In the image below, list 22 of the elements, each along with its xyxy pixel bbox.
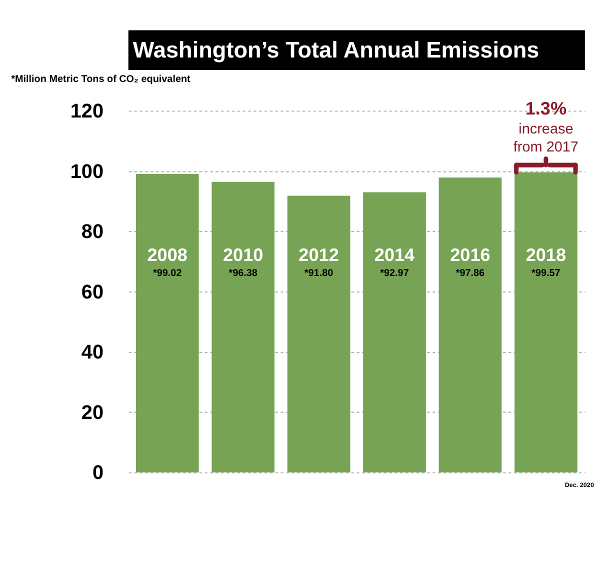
x-tick-label: 2014 bbox=[374, 244, 415, 265]
y-tick-label: 60 bbox=[81, 281, 104, 304]
data-label: *99.02 bbox=[152, 268, 182, 280]
x-tick-label: 2010 bbox=[222, 244, 264, 265]
data-label: *91.80 bbox=[304, 268, 334, 280]
data-label: *96.38 bbox=[228, 268, 258, 280]
y-tick-label: 0 bbox=[92, 462, 104, 484]
y-tick-label: 20 bbox=[81, 402, 104, 424]
chart-title: Washington’s Total Annual Emissions bbox=[132, 37, 540, 62]
data-label: *92.97 bbox=[380, 268, 410, 280]
x-tick-label: 2012 bbox=[298, 244, 339, 265]
x-tick-label: 2008 bbox=[147, 244, 188, 265]
x-tick-label: 2016 bbox=[450, 244, 490, 265]
data-label: *97.86 bbox=[456, 268, 486, 280]
y-tick-label: 120 bbox=[70, 100, 104, 123]
y-tick-label: 100 bbox=[70, 160, 104, 183]
x-tick-label: 2018 bbox=[526, 244, 566, 265]
y-tick-label: 40 bbox=[81, 342, 104, 364]
annotation: 1.3% increase from 2017 bbox=[513, 98, 578, 156]
y-tick-label: 80 bbox=[81, 221, 104, 244]
data-label: *99.57 bbox=[532, 268, 561, 280]
chart-subtitle: *Million Metric Tons of CO₂ equivalent bbox=[11, 74, 192, 85]
